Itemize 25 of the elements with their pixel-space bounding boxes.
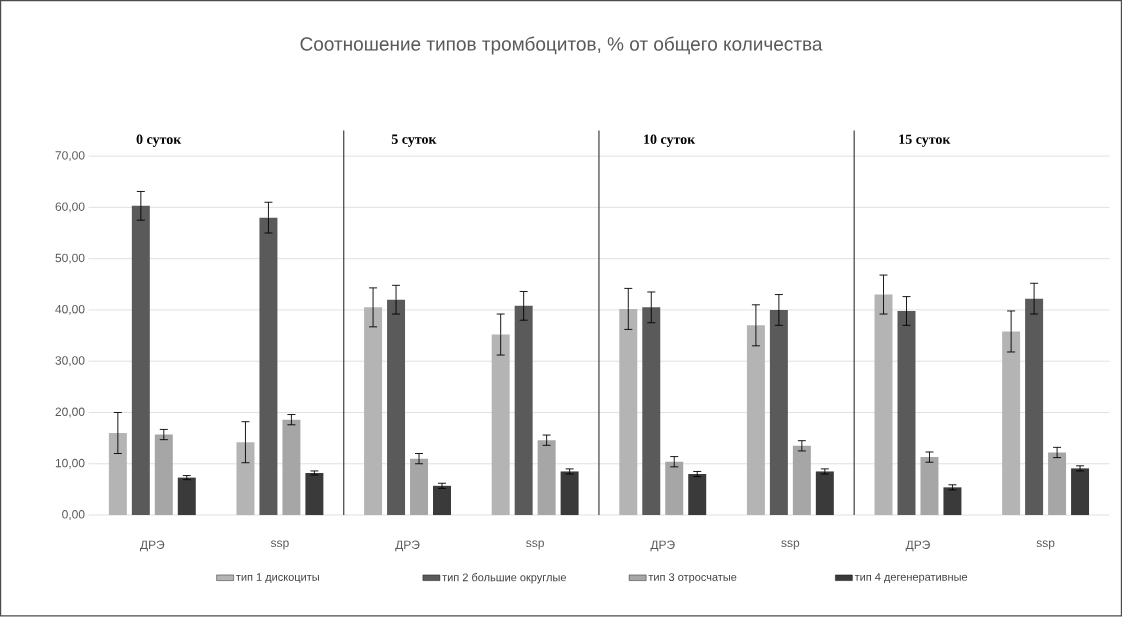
annotation: 5 суток <box>391 134 437 148</box>
x-tick-label: ssp <box>781 540 800 550</box>
legend-label: тип 1 дискоциты <box>236 573 319 584</box>
x-tick-label: ssp <box>1036 540 1055 550</box>
x-tick-label: ДРЭ <box>140 540 165 552</box>
legend-label: тип 4 дегенеративные <box>854 573 968 584</box>
x-tick-label: ДРЭ <box>650 540 675 552</box>
annotation: 0 суток <box>136 134 182 148</box>
y-tick-label: 20,00 <box>55 407 85 418</box>
annotation: 15 суток <box>899 134 951 148</box>
x-tick-label: ДРЭ <box>905 540 930 552</box>
y-tick-label: 0,00 <box>62 510 85 521</box>
x-tick-label: ssp <box>270 540 289 550</box>
y-tick-label: 60,00 <box>55 202 85 213</box>
y-tick-label: 30,00 <box>55 356 85 367</box>
annotation: 10 суток <box>644 134 696 148</box>
y-tick-label: 10,00 <box>55 459 85 469</box>
y-tick-label: 40,00 <box>55 305 85 316</box>
y-tick-label: 50,00 <box>55 253 85 264</box>
chart-title: Соотношение типов тромбоцитов, % от общего количества <box>300 36 823 55</box>
legend-label: тип 2 большие округлые <box>442 573 566 584</box>
x-tick-label: ssp <box>526 540 544 550</box>
legend-label: тип 3 отросчатые <box>648 573 737 584</box>
x-tick-label: ДРЭ <box>395 540 420 552</box>
y-tick-label: 70,00 <box>55 151 85 162</box>
